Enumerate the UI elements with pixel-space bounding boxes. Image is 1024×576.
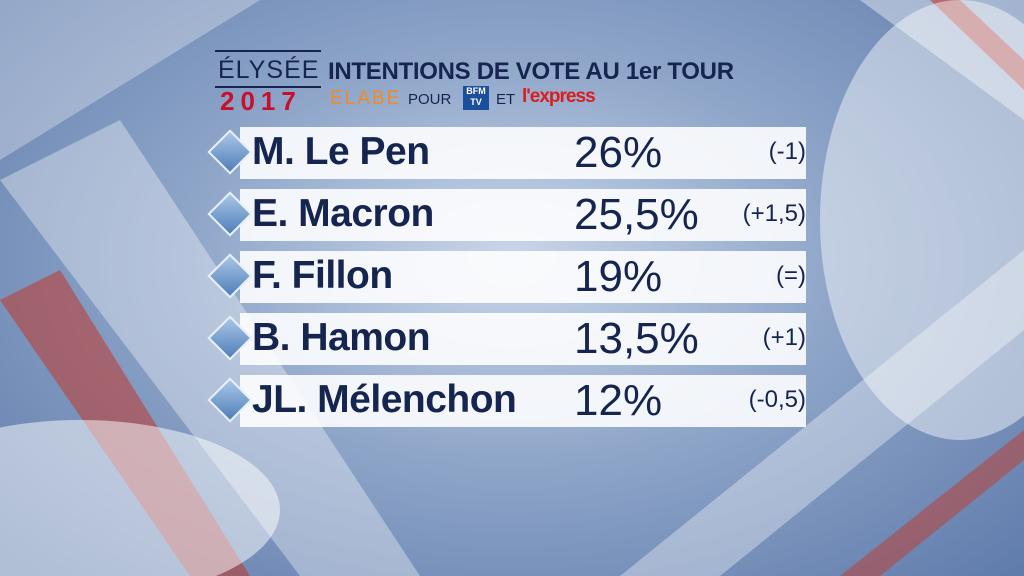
brand-top: ÉLYSÉE <box>218 56 320 84</box>
partner-logo: BFM TV <box>463 86 489 110</box>
partner2: l'express <box>522 86 596 107</box>
brand-year: 2017 <box>220 86 302 116</box>
result-row: JL. Mélenchon 12% (-0,5) <box>207 375 806 427</box>
candidate-name: JL. Mélenchon <box>252 378 517 421</box>
pollster: ELABE <box>330 88 402 109</box>
candidate-name: F. Fillon <box>252 254 393 297</box>
result-row: F. Fillon 19% (=) <box>207 251 806 303</box>
result-row: E. Macron 25,5% (+1,5) <box>207 189 806 241</box>
result-row: M. Le Pen 26% (-1) <box>207 127 806 179</box>
vote-change: (-0,5) <box>748 386 806 413</box>
vote-change: (-1) <box>768 138 806 165</box>
for-label: POUR <box>408 91 452 108</box>
result-row: B. Hamon 13,5% (+1) <box>207 313 806 365</box>
vote-change: (+1) <box>762 324 806 351</box>
and-label: ET <box>496 91 516 108</box>
candidate-name: M. Le Pen <box>252 130 430 173</box>
candidate-name: E. Macron <box>252 192 434 235</box>
vote-share: 13,5% <box>574 314 699 363</box>
vote-share: 25,5% <box>574 190 699 239</box>
partner-logo-line: TV <box>470 97 482 107</box>
title: INTENTIONS DE VOTE AU 1er TOUR <box>328 58 734 85</box>
vote-share: 26% <box>574 128 663 177</box>
vote-share: 12% <box>574 376 663 425</box>
vote-change: (=) <box>776 262 806 289</box>
vote-change: (+1,5) <box>742 200 806 227</box>
partner-logo-line: BFM <box>466 86 486 96</box>
candidate-name: B. Hamon <box>252 316 431 359</box>
vote-share: 19% <box>574 252 663 301</box>
